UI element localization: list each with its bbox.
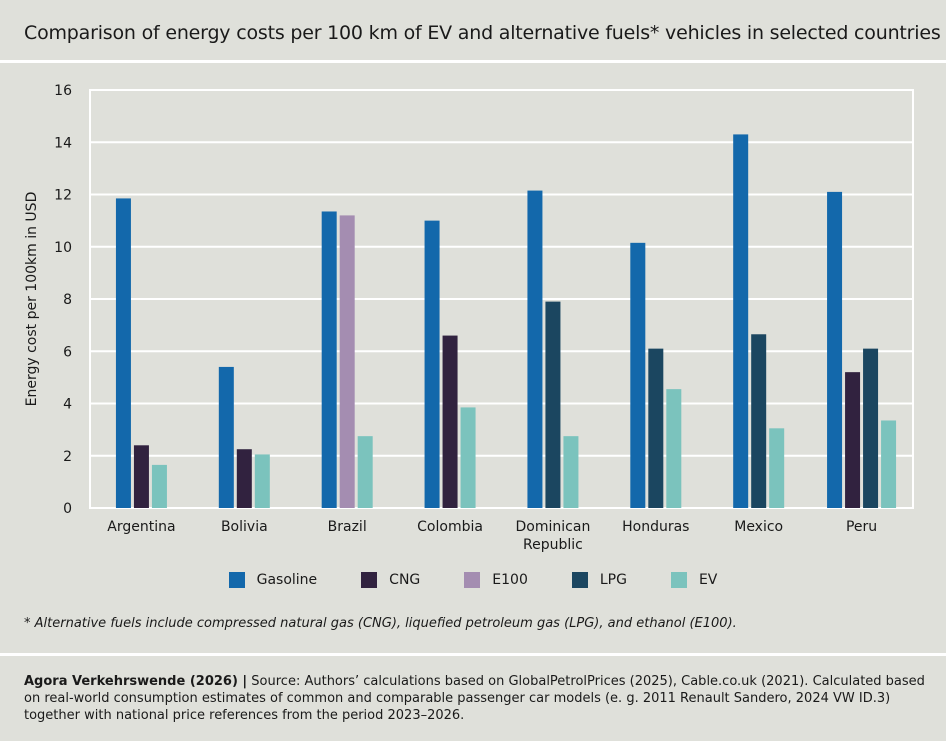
- x-tick-label: Dominican Republic: [516, 519, 591, 553]
- x-tick-label-line: Brazil: [328, 519, 367, 535]
- bar-ev: [881, 420, 897, 508]
- source-note: Agora Verkehrswende (2026) | Source: Aut…: [24, 673, 929, 724]
- bar-gasoline: [630, 242, 646, 509]
- x-tick-label: Colombia: [417, 519, 483, 535]
- x-tick-label: Peru: [846, 519, 877, 535]
- bar-gasoline: [115, 198, 131, 508]
- source-author: Agora Verkehrswende (2026) |: [24, 674, 248, 689]
- bottom-divider: [0, 653, 946, 656]
- bar-gasoline: [218, 366, 234, 508]
- legend-label: E100: [492, 572, 528, 588]
- y-tick-label: 14: [54, 135, 72, 151]
- x-tick-label-line: Argentina: [107, 519, 175, 535]
- x-tick-label-line: Colombia: [417, 519, 483, 535]
- bar-lpg: [648, 348, 664, 508]
- y-tick-label: 8: [63, 292, 72, 308]
- bar-ev: [563, 436, 579, 508]
- bar-lpg: [863, 348, 879, 508]
- y-tick-label: 6: [63, 344, 72, 360]
- legend-label: CNG: [389, 572, 421, 588]
- legend-swatch: [571, 572, 588, 588]
- bar-cng: [845, 372, 861, 508]
- x-tick-label: Honduras: [622, 519, 689, 535]
- bar-lpg: [751, 334, 767, 508]
- y-tick-label: 10: [54, 240, 72, 256]
- legend-swatch: [228, 572, 245, 588]
- y-tick-label: 4: [63, 397, 72, 413]
- legend: Gasoline CNG E100 LPG EV: [0, 572, 946, 588]
- bar-cng: [236, 449, 252, 508]
- bar-ev: [254, 454, 270, 508]
- chart-title: Comparison of energy costs per 100 km of…: [24, 22, 941, 44]
- legend-label: LPG: [599, 572, 627, 588]
- x-tick-label-line: Bolivia: [221, 519, 268, 535]
- y-axis-label: Energy cost per 100km in USD: [24, 192, 40, 407]
- x-tick-label-line: Mexico: [734, 519, 783, 535]
- legend-label: EV: [698, 572, 718, 588]
- y-tick-label: 2: [63, 449, 72, 465]
- bar-gasoline: [733, 134, 749, 508]
- bar-cng: [442, 335, 458, 508]
- bar-ev: [666, 389, 682, 508]
- legend-item-gasoline: Gasoline: [228, 572, 318, 588]
- x-tick-label: Brazil: [328, 519, 367, 535]
- x-tick-label-line: Peru: [846, 519, 877, 535]
- bar-gasoline: [827, 191, 843, 508]
- x-tick-label-line: Honduras: [622, 519, 689, 535]
- legend-swatch: [361, 572, 378, 588]
- x-tick-label: Mexico: [734, 519, 783, 535]
- bar-ev: [151, 464, 167, 508]
- bar-ev: [460, 407, 476, 508]
- bar-e100: [339, 215, 355, 508]
- bar-chart: 0 2 4 6 8 10 12 14 16 Energy cost per 100km in US…: [24, 83, 914, 553]
- footnote: * Alternative fuels include compressed n…: [24, 616, 737, 631]
- legend-swatch: [670, 572, 687, 588]
- bar-cng: [133, 445, 149, 508]
- top-divider: [0, 60, 946, 63]
- bar-lpg: [545, 301, 561, 508]
- legend-item-lpg: LPG: [571, 572, 627, 588]
- y-tick-label: 12: [54, 188, 72, 204]
- source-text: Source: Authors’ calculations based on G…: [24, 674, 925, 723]
- legend-swatch: [464, 572, 481, 588]
- bar-gasoline: [424, 220, 440, 508]
- legend-item-ev: EV: [670, 572, 718, 588]
- bar-ev: [769, 428, 785, 508]
- bar-gasoline: [527, 190, 543, 509]
- legend-item-cng: CNG: [361, 572, 420, 588]
- legend-label: Gasoline: [256, 572, 318, 588]
- y-tick-label: 0: [63, 501, 72, 517]
- bar-ev: [357, 436, 373, 508]
- x-tick-label: Argentina: [107, 519, 175, 535]
- legend-item-e100: E100: [464, 572, 528, 588]
- bar-gasoline: [321, 211, 337, 508]
- x-tick-label: Bolivia: [221, 519, 268, 535]
- y-tick-label: 16: [54, 83, 72, 99]
- x-tick-label-line: Republic: [523, 537, 583, 553]
- x-tick-label-line: Dominican: [516, 519, 591, 535]
